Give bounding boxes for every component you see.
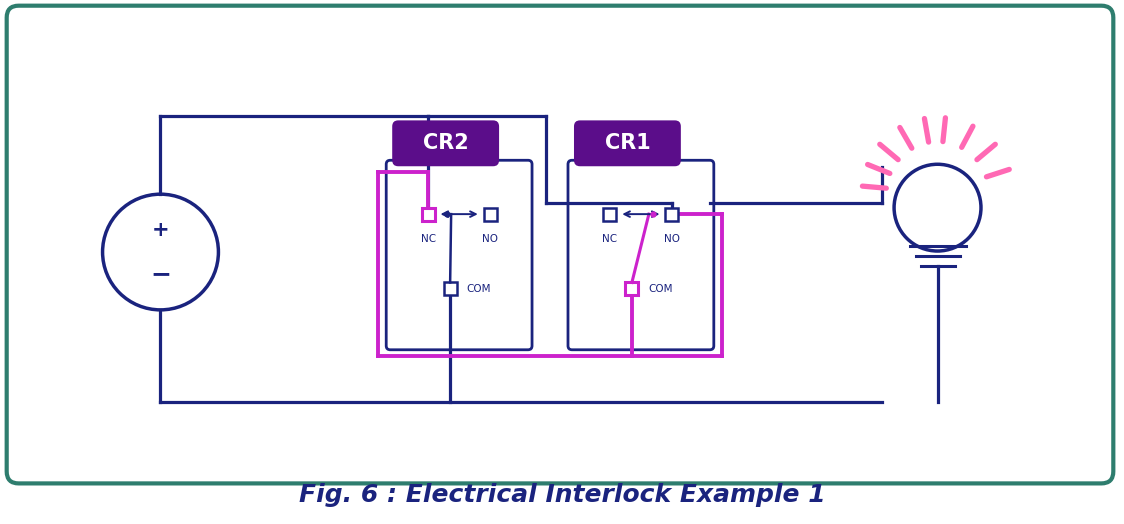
FancyBboxPatch shape (568, 160, 714, 350)
Text: NC: NC (602, 234, 617, 244)
FancyBboxPatch shape (574, 121, 681, 166)
Text: NO: NO (482, 234, 498, 244)
FancyBboxPatch shape (387, 160, 532, 350)
FancyBboxPatch shape (392, 121, 499, 166)
Text: COM: COM (647, 284, 672, 294)
Text: +: + (152, 220, 170, 240)
Text: COM: COM (466, 284, 490, 294)
Text: Fig. 6 : Electrical Interlock Example 1: Fig. 6 : Electrical Interlock Example 1 (299, 483, 825, 507)
Text: NO: NO (664, 234, 680, 244)
Text: NC: NC (420, 234, 436, 244)
Bar (625, 282, 638, 296)
Bar (665, 208, 679, 221)
Text: CR2: CR2 (423, 133, 469, 154)
Bar (604, 208, 616, 221)
Bar (422, 208, 435, 221)
Text: CR1: CR1 (605, 133, 651, 154)
FancyBboxPatch shape (7, 6, 1113, 484)
Bar (444, 282, 456, 296)
Text: −: − (149, 262, 171, 286)
Bar (483, 208, 497, 221)
